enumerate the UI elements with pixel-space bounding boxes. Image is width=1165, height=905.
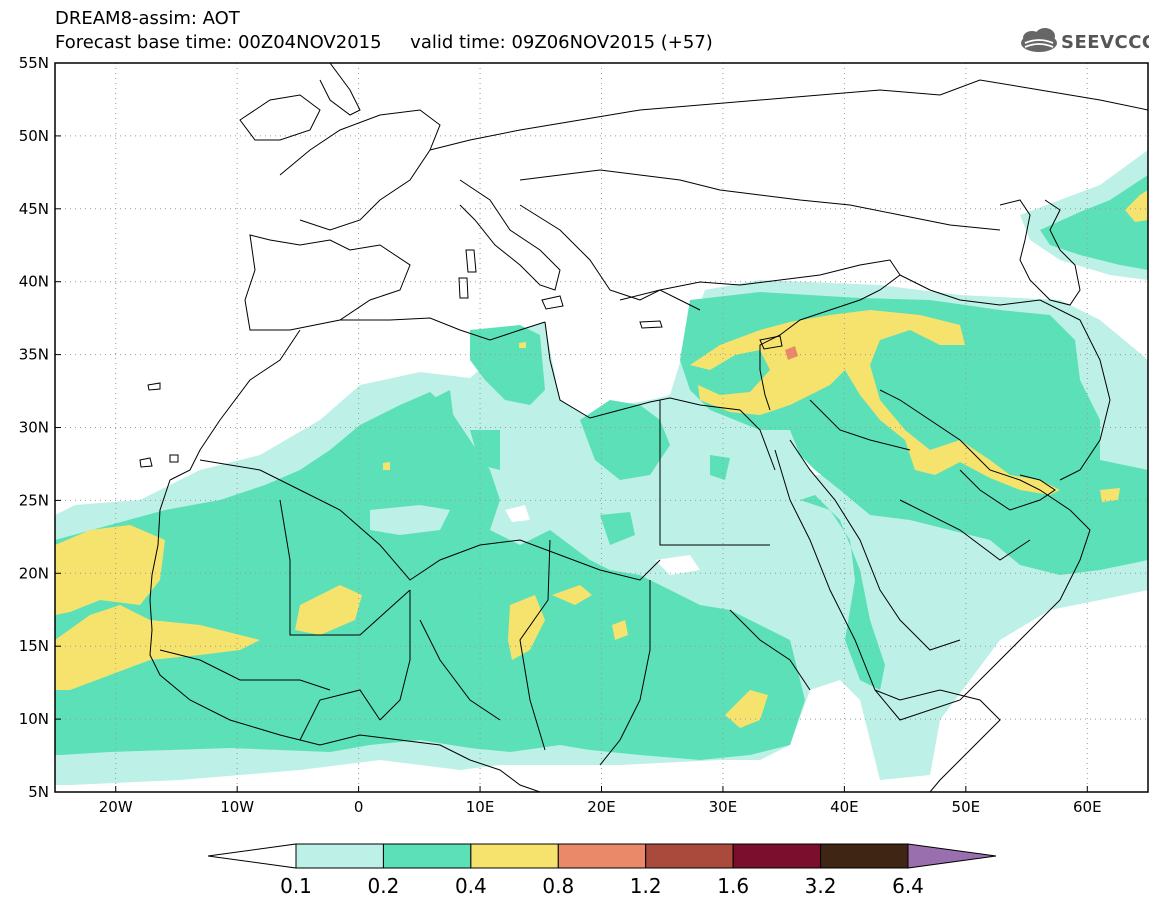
lat-tick-label: 25N — [19, 491, 49, 509]
aot-band-0.8-1.2 — [785, 346, 798, 360]
lat-tick-label: 5N — [28, 783, 49, 801]
lat-tick-label: 10N — [19, 710, 49, 728]
colorbar-under-triangle — [207, 843, 297, 869]
colorbar-box — [470, 843, 559, 869]
colorbar-box — [645, 843, 734, 869]
lon-tick-label: 50E — [952, 798, 981, 816]
colorbar-level-label: 0.1 — [280, 874, 312, 898]
colorbar-over-triangle — [907, 843, 997, 869]
seevccc-logo: SEEVCCC — [1021, 28, 1149, 53]
colorbar-level-label: 0.8 — [542, 874, 574, 898]
colorbar-box — [732, 843, 822, 869]
coastlines-borders — [139, 63, 1148, 792]
colorbar-box — [557, 843, 647, 869]
lon-tick-label: 20W — [99, 798, 133, 816]
lon-tick-label: 20E — [587, 798, 616, 816]
lat-tick-label: 45N — [19, 200, 49, 218]
aot-field — [55, 63, 1148, 792]
colorbar-level-label: 1.2 — [630, 874, 662, 898]
aot-colorbar: 0.1 0.2 0.4 0.8 1.2 1.6 3.2 6.4 — [207, 843, 997, 898]
map-title: DREAM8-assim: AOT — [55, 8, 240, 29]
colorbar-level-label: 6.4 — [892, 874, 924, 898]
colorbar-box — [820, 843, 909, 869]
colorbar-level-label: 1.6 — [717, 874, 749, 898]
lon-tick-label: 10E — [466, 798, 495, 816]
aot-band-0.4-0.8 — [55, 190, 1148, 728]
latitude-axis: 5N 10N 15N 20N 25N 30N 35N 40N 45N 50N 55N — [19, 54, 61, 801]
lat-tick-label: 15N — [19, 637, 49, 655]
lat-lon-grid — [55, 63, 1148, 792]
lon-tick-label: 0 — [354, 798, 364, 816]
lat-tick-label: 20N — [19, 564, 49, 582]
valid-time: valid time: 09Z06NOV2015 (+57) — [410, 32, 713, 53]
lat-tick-label: 55N — [19, 54, 49, 72]
lon-tick-label: 30E — [709, 798, 738, 816]
lat-tick-label: 50N — [19, 127, 49, 145]
logo-text: SEEVCCC — [1061, 32, 1149, 53]
lon-tick-label: 60E — [1073, 798, 1102, 816]
base-time: Forecast base time: 00Z04NOV2015 — [55, 32, 382, 53]
longitude-axis: 20W 10W 0 10E 20E 30E 40E 50E 60E — [99, 786, 1102, 816]
lon-tick-label: 10W — [220, 798, 254, 816]
forecast-times: Forecast base time: 00Z04NOV2015 valid t… — [55, 32, 713, 53]
lat-tick-label: 30N — [19, 419, 49, 437]
lat-tick-label: 35N — [19, 346, 49, 364]
colorbar-level-label: 0.2 — [368, 874, 400, 898]
lon-tick-label: 40E — [830, 798, 859, 816]
cloud-icon — [1021, 28, 1057, 52]
colorbar-box — [295, 843, 384, 869]
colorbar-level-label: 3.2 — [805, 874, 837, 898]
colorbar-box — [382, 843, 472, 869]
colorbar-level-label: 0.4 — [455, 874, 487, 898]
lat-tick-label: 40N — [19, 273, 49, 291]
